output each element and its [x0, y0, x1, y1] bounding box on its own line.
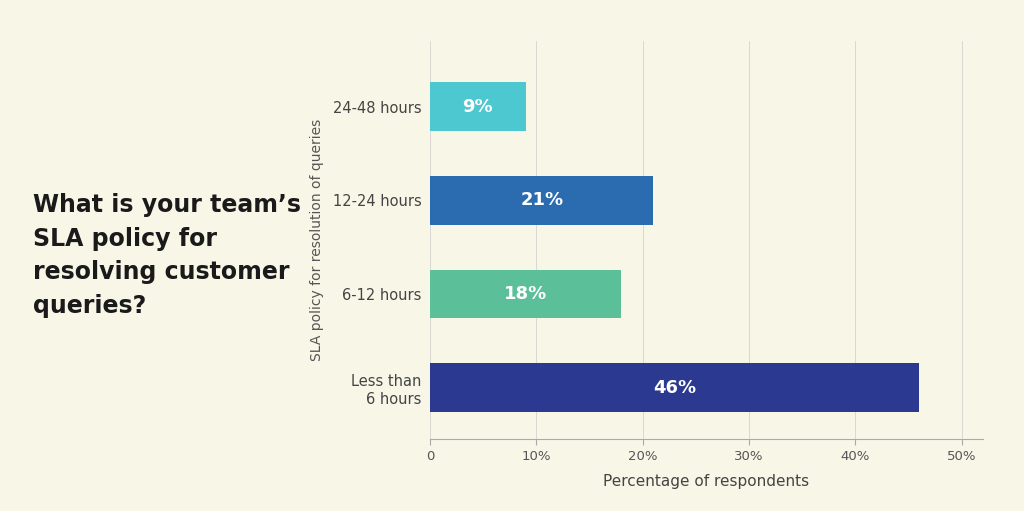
Text: What is your team’s
SLA policy for
resolving customer
queries?: What is your team’s SLA policy for resol…	[33, 193, 301, 318]
X-axis label: Percentage of respondents: Percentage of respondents	[603, 474, 810, 489]
Bar	[430, 363, 920, 412]
Text: 21%: 21%	[520, 191, 563, 210]
Bar	[430, 82, 525, 131]
Bar	[430, 270, 622, 318]
Bar	[430, 176, 653, 225]
Text: 9%: 9%	[463, 98, 494, 115]
Text: 18%: 18%	[504, 285, 548, 303]
Text: 46%: 46%	[653, 379, 696, 397]
Text: SLA policy for resolution of queries: SLA policy for resolution of queries	[310, 119, 325, 361]
